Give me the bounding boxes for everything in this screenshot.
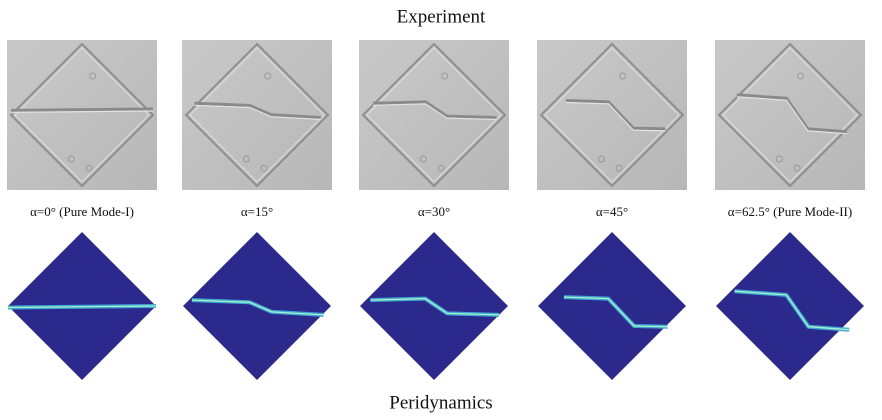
panel: α=0° (Pure Mode-I) — [7, 40, 157, 380]
panels: α=0° (Pure Mode-I) α=15° α=30° α=45° α=62.5°… — [7, 40, 865, 380]
experiment-photo — [359, 40, 509, 190]
bottom-title: Peridynamics — [389, 392, 492, 413]
experiment-crack — [11, 109, 153, 110]
experiment-photo — [537, 40, 687, 190]
figure: Experiment Peridynamics α=0° (Pure Mode-… — [0, 0, 882, 420]
panel: α=15° — [182, 40, 332, 380]
panel-label: α=30° — [418, 204, 450, 219]
experiment-photo — [7, 40, 157, 190]
simulation-domain — [538, 232, 686, 380]
panel: α=45° — [537, 40, 687, 380]
panel-label: α=62.5° (Pure Mode-II) — [728, 204, 852, 219]
panel: α=30° — [359, 40, 509, 380]
panel: α=62.5° (Pure Mode-II) — [715, 40, 865, 380]
top-title: Experiment — [397, 6, 486, 27]
simulation-domain — [716, 232, 864, 380]
experiment-photo — [182, 40, 332, 190]
panel-label: α=0° (Pure Mode-I) — [30, 204, 134, 219]
experiment-photo — [715, 40, 865, 190]
panel-label: α=45° — [596, 204, 628, 219]
panel-label: α=15° — [241, 204, 273, 219]
